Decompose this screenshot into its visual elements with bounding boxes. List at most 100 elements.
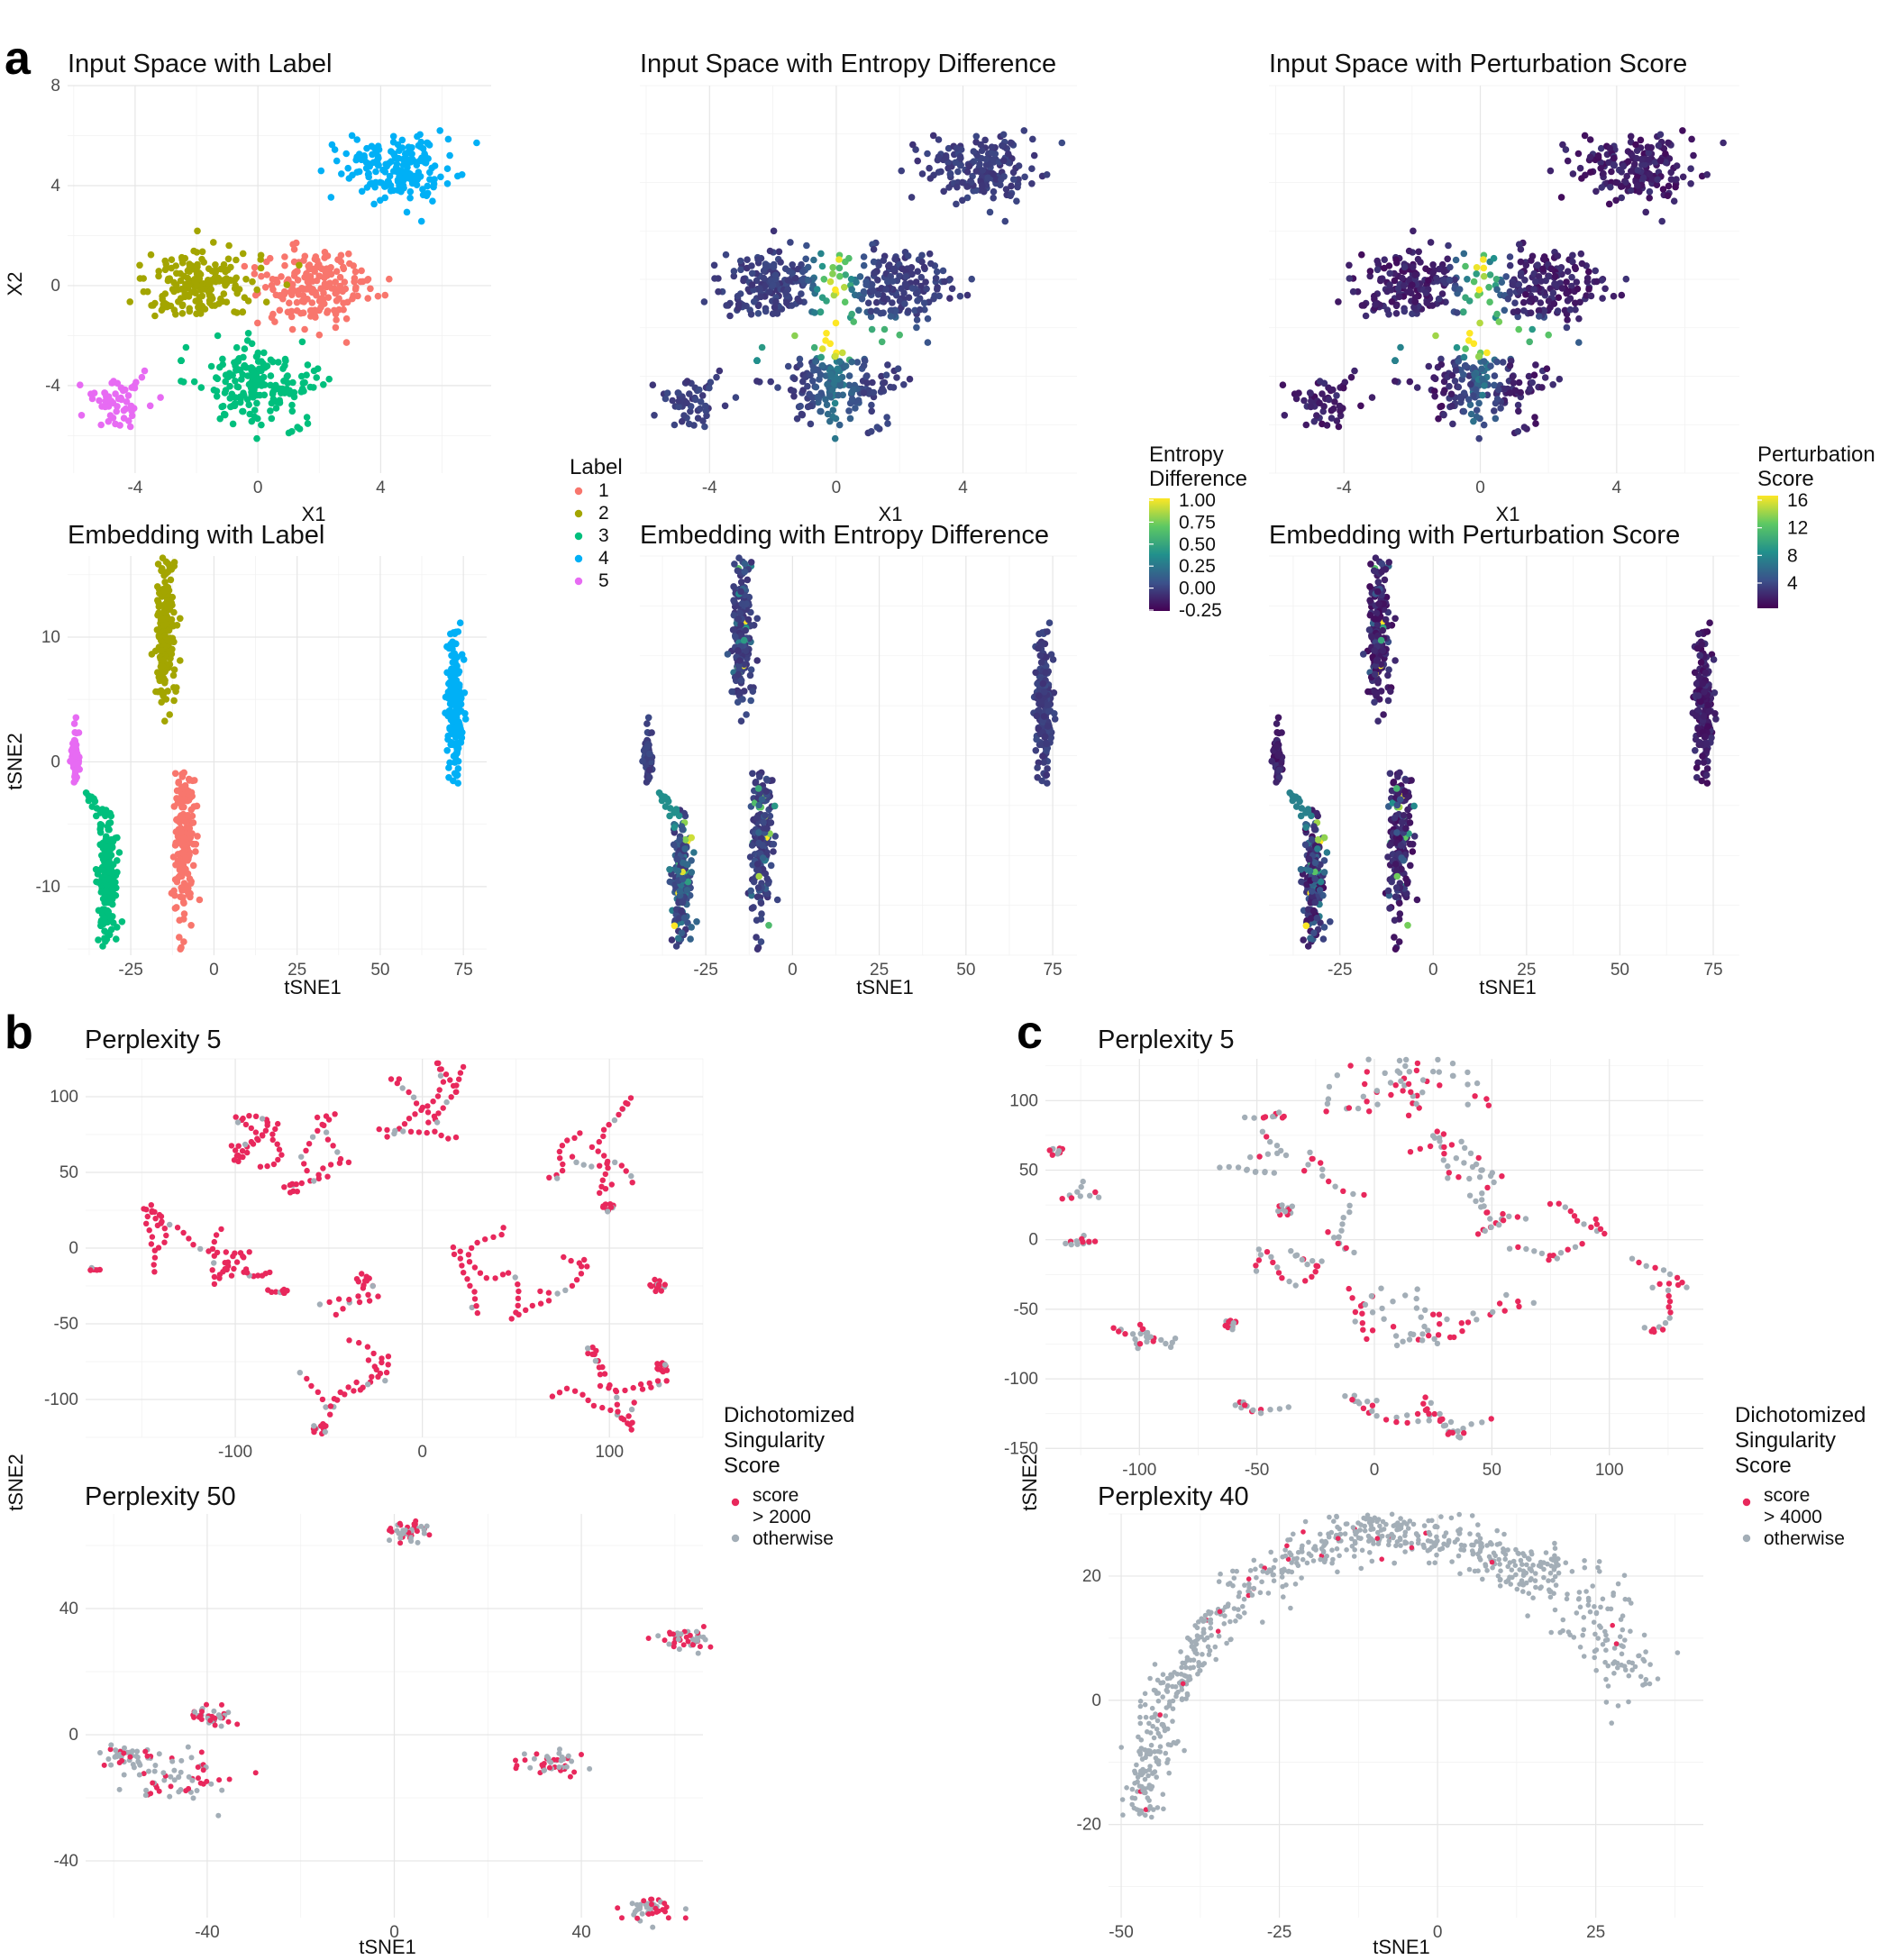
data-point	[1335, 298, 1342, 305]
data-point	[1578, 260, 1586, 268]
data-point	[1395, 938, 1403, 945]
data-point	[1575, 339, 1583, 346]
data-point	[1610, 292, 1618, 300]
data-point	[1358, 302, 1366, 309]
data-point	[1599, 295, 1606, 302]
data-point	[88, 395, 96, 403]
data-point	[748, 905, 756, 912]
tick-labels: -4 0 4	[702, 479, 968, 497]
data-point	[645, 766, 653, 774]
data-point	[729, 626, 737, 634]
data-point	[281, 389, 288, 397]
data-point	[1043, 747, 1050, 754]
data-point	[1378, 568, 1385, 576]
data-point	[753, 615, 761, 623]
data-point	[710, 261, 718, 269]
data-point	[847, 276, 855, 283]
data-point	[1480, 256, 1487, 263]
data-point	[791, 332, 798, 340]
data-point	[1622, 275, 1630, 283]
data-point	[1373, 588, 1382, 596]
data-point	[1044, 723, 1052, 730]
data-point	[155, 634, 163, 641]
data-point	[748, 842, 756, 849]
data-point	[1475, 434, 1483, 442]
data-point	[1473, 406, 1481, 415]
data-point	[321, 280, 329, 287]
data-point	[157, 394, 164, 401]
data-point	[1645, 156, 1653, 163]
data-point	[293, 307, 301, 315]
data-point	[721, 402, 729, 410]
data-point	[970, 148, 978, 155]
data-point	[386, 172, 394, 180]
data-point	[920, 299, 928, 307]
data-point	[151, 312, 159, 320]
data-point	[738, 600, 746, 607]
data-point	[198, 248, 206, 256]
data-point	[187, 922, 195, 929]
data-point	[1711, 710, 1719, 717]
data-point	[798, 290, 805, 297]
data-point	[336, 282, 344, 290]
data-point	[1372, 301, 1379, 308]
data-point	[676, 835, 683, 843]
data-point	[1333, 392, 1340, 399]
data-point	[713, 373, 720, 381]
data-point	[315, 331, 324, 339]
data-point	[822, 396, 829, 404]
data-point	[765, 922, 772, 929]
data-point	[158, 698, 165, 706]
data-point	[189, 288, 196, 296]
x-tick-label: 4	[958, 479, 968, 497]
data-point	[161, 717, 169, 725]
data-point	[1479, 391, 1486, 399]
data-point	[1656, 157, 1665, 164]
data-point	[924, 315, 932, 323]
data-point	[118, 396, 125, 404]
data-point	[313, 374, 321, 381]
data-point	[1360, 651, 1367, 658]
data-point	[1308, 888, 1316, 895]
data-point	[668, 936, 676, 944]
data-point	[1409, 281, 1416, 289]
plot-a5: Embedding with Entropy Difference -25 0 25…	[639, 521, 1077, 998]
data-point	[1532, 278, 1539, 286]
data-point	[1606, 144, 1613, 152]
data-point	[185, 788, 193, 795]
data-point	[1393, 829, 1401, 836]
data-point	[1655, 141, 1663, 150]
data-point	[342, 315, 351, 323]
data-point	[1373, 657, 1381, 664]
data-point	[829, 406, 837, 415]
data-point	[1320, 834, 1328, 842]
data-point	[758, 796, 766, 803]
data-point	[417, 217, 425, 225]
data-point	[328, 285, 335, 292]
data-point	[311, 255, 319, 263]
data-point	[1377, 275, 1384, 283]
data-point	[1386, 269, 1393, 278]
data-point	[923, 285, 930, 293]
data-point	[767, 378, 774, 386]
data-point	[651, 412, 658, 419]
data-point	[1373, 266, 1382, 274]
data-point	[307, 313, 315, 320]
data-point	[690, 422, 698, 429]
data-point	[256, 391, 264, 399]
data-point	[374, 161, 382, 169]
panel-letter-a: a	[5, 32, 32, 85]
data-point	[1047, 734, 1054, 742]
data-point	[455, 723, 462, 730]
data-point	[771, 304, 779, 311]
data-point	[1374, 677, 1382, 684]
data-point	[730, 272, 738, 280]
data-point	[1306, 867, 1314, 875]
data-point	[1405, 247, 1413, 255]
data-point	[399, 155, 406, 163]
data-point	[1388, 298, 1396, 305]
data-point	[1043, 771, 1051, 779]
data-point	[759, 842, 766, 849]
data-point	[452, 713, 459, 720]
data-point	[643, 720, 651, 727]
